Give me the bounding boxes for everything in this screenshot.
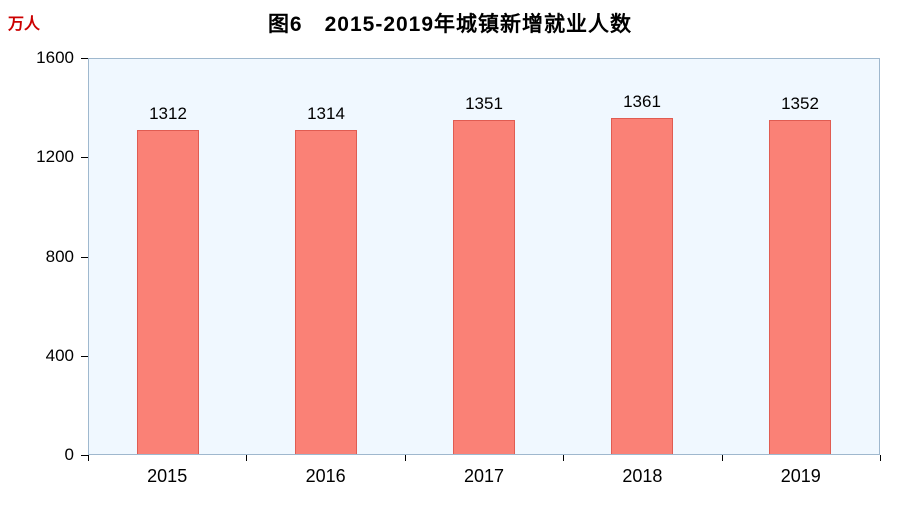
y-tick-mark-800 xyxy=(81,256,88,258)
x-tick-mark-1 xyxy=(246,455,248,461)
bar-value-label-2018: 1361 xyxy=(623,92,661,112)
y-tick-label-1200: 1200 xyxy=(36,147,74,167)
bar-2018 xyxy=(611,118,673,454)
bar-value-label-2016: 1314 xyxy=(307,103,345,123)
y-axis-unit-label: 万人 xyxy=(8,16,41,33)
y-tick-label-400: 400 xyxy=(45,345,74,365)
bar-value-label-2015: 1312 xyxy=(149,104,187,124)
x-tick-mark-2 xyxy=(404,455,406,461)
x-tick-mark-4 xyxy=(721,455,723,461)
bar-2019 xyxy=(769,120,831,454)
y-tick-label-0: 0 xyxy=(64,445,74,464)
bar-value-label-2019: 1352 xyxy=(781,94,819,114)
x-tick-mark-5 xyxy=(880,455,881,461)
chart-title: 图6 2015-2019年城镇新增就业人数 xyxy=(267,13,633,36)
bar-value-label-2017: 1351 xyxy=(465,94,503,114)
x-category-label-2019: 2019 xyxy=(780,466,821,486)
bar-2017 xyxy=(453,120,515,454)
x-category-label-2018: 2018 xyxy=(622,466,663,486)
x-tick-mark-3 xyxy=(563,455,565,461)
y-tick-mark-400 xyxy=(81,355,88,357)
y-tick-mark-1600 xyxy=(81,58,88,59)
x-category-label-2015: 2015 xyxy=(147,466,188,486)
y-tick-label-800: 800 xyxy=(45,246,74,266)
x-category-label-2017: 2017 xyxy=(463,466,505,486)
y-tick-label-1600: 1600 xyxy=(36,48,74,67)
x-category-label-2016: 2016 xyxy=(305,466,346,486)
x-tick-mark-0 xyxy=(88,455,89,461)
y-tick-mark-1200 xyxy=(81,157,88,159)
y-tick-mark-0 xyxy=(81,455,88,456)
bar-2016 xyxy=(295,129,357,454)
bar-2015 xyxy=(137,130,199,454)
plot-area: 1312 1314 1351 1361 1352 xyxy=(88,58,880,455)
